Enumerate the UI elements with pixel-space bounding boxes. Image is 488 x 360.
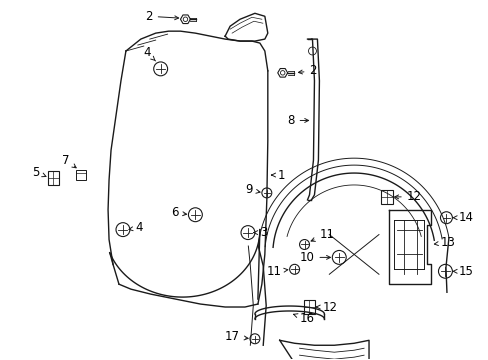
Text: 5: 5 (32, 166, 46, 179)
Text: 1: 1 (271, 168, 285, 181)
Text: 14: 14 (452, 211, 472, 224)
Text: 7: 7 (62, 154, 76, 168)
Bar (303, 300, 315, 314)
Text: 3: 3 (253, 226, 267, 239)
Text: 8: 8 (286, 114, 308, 127)
Text: 6: 6 (171, 206, 186, 219)
Text: 9: 9 (245, 184, 260, 197)
Text: 11: 11 (266, 265, 287, 278)
Text: 2: 2 (145, 10, 178, 23)
Bar (380, 190, 392, 204)
Text: 16: 16 (293, 312, 314, 325)
Bar (47, 171, 60, 185)
Text: 12: 12 (394, 190, 421, 203)
Text: 10: 10 (299, 251, 330, 264)
Text: 13: 13 (433, 236, 454, 249)
Text: 17: 17 (224, 330, 247, 343)
Text: 12: 12 (316, 301, 337, 314)
Text: 2: 2 (298, 64, 316, 77)
Text: 4: 4 (129, 221, 143, 234)
Text: 4: 4 (143, 46, 155, 61)
Text: 11: 11 (310, 228, 334, 241)
Bar (76, 170, 86, 180)
Text: 15: 15 (452, 265, 472, 278)
